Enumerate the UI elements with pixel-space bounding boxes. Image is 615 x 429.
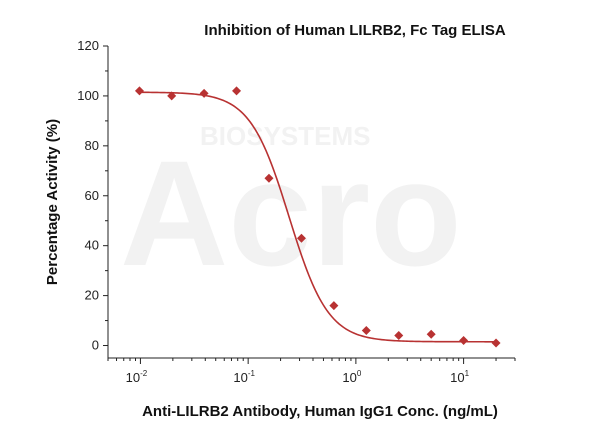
data-point [199, 88, 209, 98]
y-tick-label: 0 [92, 338, 99, 353]
data-point [394, 331, 404, 341]
watermark-logo: Acro [120, 129, 462, 297]
x-axis-label: Anti-LILRB2 Antibody, Human IgG1 Conc. (… [142, 403, 498, 420]
data-point [134, 86, 144, 96]
y-tick-label: 40 [85, 238, 99, 253]
data-point [296, 233, 306, 243]
watermark: Acro BIOSYSTEMS [120, 121, 462, 297]
data-point [264, 173, 274, 183]
y-axis-label: Percentage Activity (%) [44, 119, 61, 285]
y-tick-label: 60 [85, 188, 99, 203]
x-tick-label: 100 [342, 369, 361, 385]
y-tick-label: 20 [85, 288, 99, 303]
chart-title: Inhibition of Human LILRB2, Fc Tag ELISA [204, 22, 506, 39]
data-point [329, 301, 339, 311]
data-point [491, 338, 501, 348]
data-point [232, 86, 242, 96]
x-tick-label: 10-1 [233, 369, 255, 385]
data-point [426, 329, 436, 339]
y-tick-label: 80 [85, 138, 99, 153]
data-points [134, 86, 501, 348]
data-point [167, 91, 177, 101]
data-point [459, 336, 469, 346]
data-point [361, 326, 371, 336]
x-tick-label: 10-2 [126, 369, 148, 385]
fit-curve [139, 91, 497, 343]
y-tick-label: 120 [77, 38, 99, 53]
x-tick-label: 101 [450, 369, 469, 385]
x-ticks: 10-2 10-1 100 101 [107, 358, 516, 385]
y-ticks: 0 20 40 60 80 100 120 [77, 38, 108, 353]
y-tick-label: 100 [77, 88, 99, 103]
watermark-text: BIOSYSTEMS [200, 121, 370, 151]
